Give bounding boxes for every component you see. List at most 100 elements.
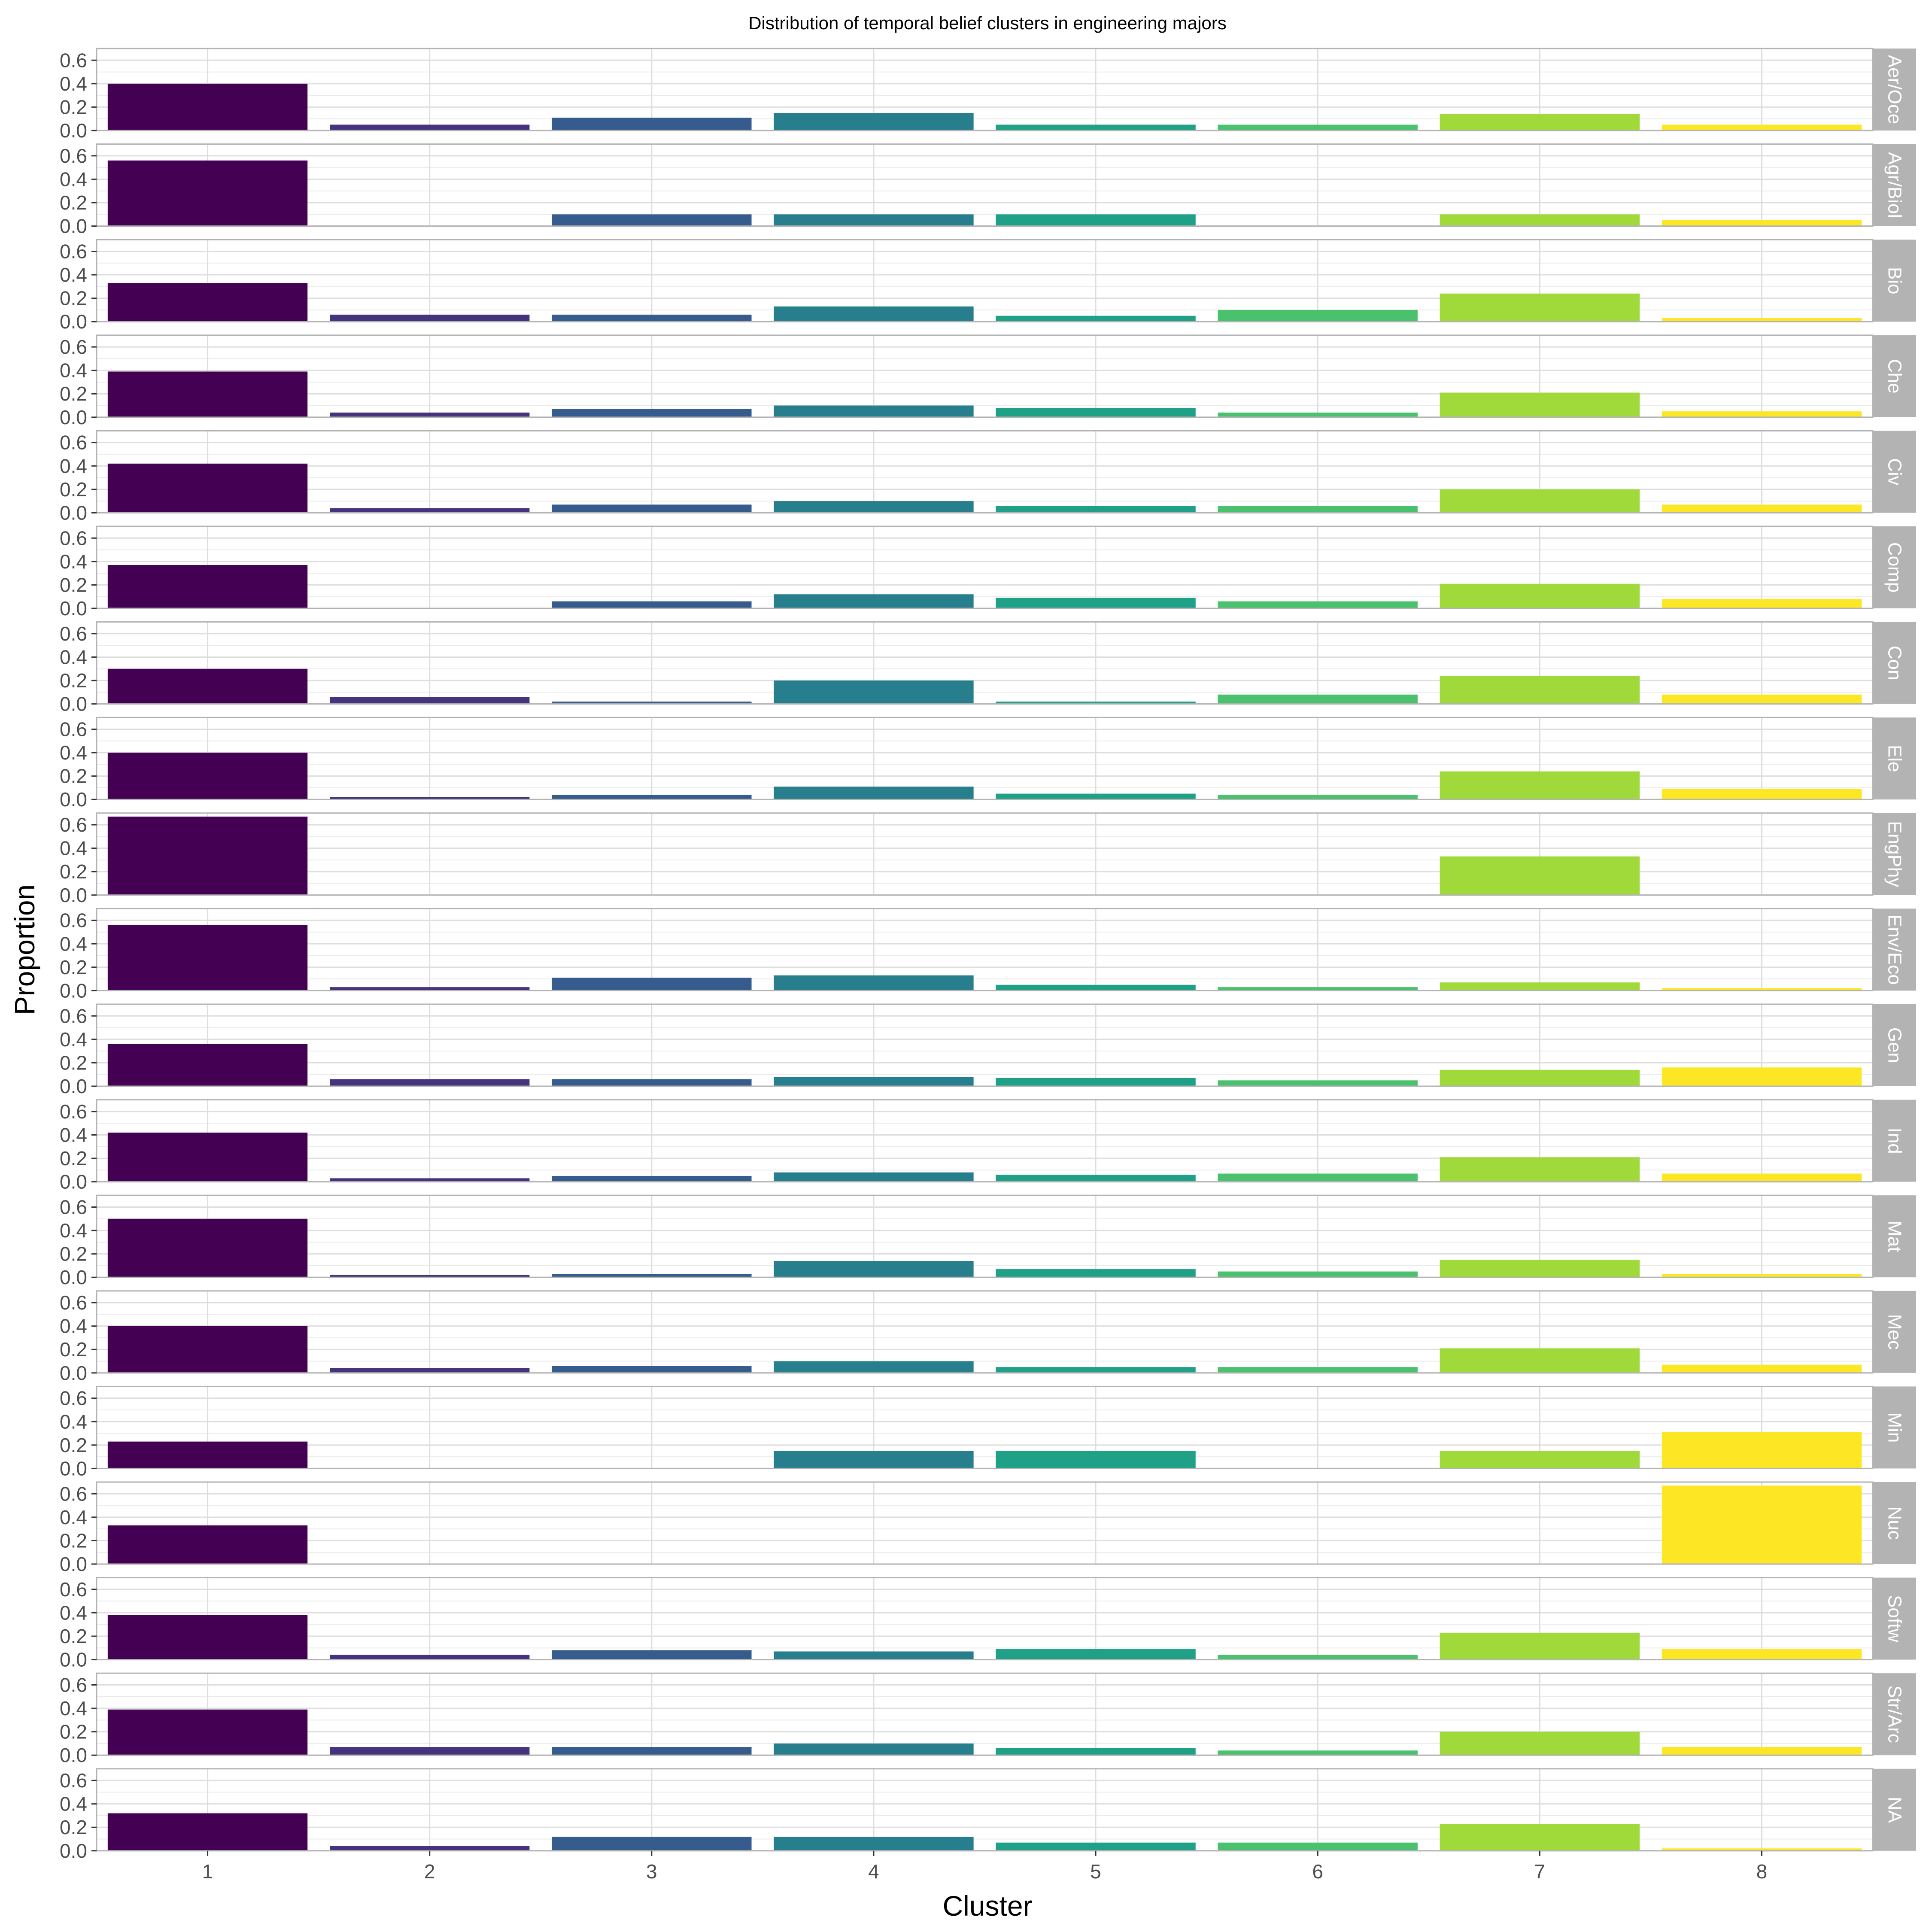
facet-panel: 0.00.20.40.6 Mec [60,1290,1916,1384]
bar [774,1451,974,1469]
bar [774,594,974,608]
bar [996,214,1196,226]
facet-strip [1873,1482,1916,1564]
x-tick-label: 5 [1090,1860,1101,1883]
bar [552,795,752,800]
facet-panel: 0.00.20.40.6 Mat [60,1194,1916,1288]
y-tick-label: 0.2 [60,1243,87,1265]
x-tick-label: 3 [646,1860,657,1883]
facet-panel: 0.00.20.40.6 Che [60,334,1916,428]
y-tick-label: 0.2 [60,860,87,883]
bar [774,405,974,417]
y-tick-label: 0.0 [60,884,87,906]
facet-panel: 0.00.20.40.6 Aer/Oce [60,48,1916,142]
bar [774,501,974,513]
bar [329,125,530,131]
bar [1440,982,1640,991]
y-tick-label: 0.6 [60,623,87,645]
y-tick-label: 0.4 [60,550,87,573]
y-tick-label: 0.6 [60,1674,87,1696]
bar [996,506,1196,513]
bar [1662,1067,1862,1086]
facet-strip [1873,1195,1916,1278]
panel-border [96,526,1874,609]
bar [1662,125,1862,131]
y-tick-label: 0.0 [60,1266,87,1288]
panel-border [96,143,1874,227]
bar [1440,214,1640,226]
bar [1440,1260,1640,1278]
bar [329,1079,530,1086]
bar [1440,583,1640,608]
bar [1440,489,1640,513]
facet-strip-label: Ind [1884,1128,1905,1154]
bar [552,601,752,608]
y-tick-label: 0.6 [60,145,87,167]
facet-strip [1873,813,1916,895]
bar [1218,795,1418,800]
bar [1218,1367,1418,1373]
bar [774,1651,974,1660]
facet-panel: 0.00.20.40.6 Agr/Biol [60,143,1916,237]
y-tick-label: 0.4 [60,455,87,477]
y-tick-label: 0.2 [60,956,87,978]
y-tick-label: 0.4 [60,837,87,860]
bar [552,1366,752,1373]
bar [329,987,530,991]
bar [1440,676,1640,704]
panel-border [96,1290,1874,1374]
facet-strip-label: Mat [1884,1221,1905,1252]
bar [1218,1271,1418,1278]
bar [996,598,1196,608]
bar [107,1133,308,1182]
x-axis-title: Cluster [942,1890,1032,1922]
bar [329,1275,530,1278]
bar [1662,318,1862,322]
facet-strip-label: NA [1884,1797,1905,1823]
bar [996,1175,1196,1182]
panel-background [97,908,1873,991]
bar [1218,1842,1418,1851]
facet-panel: 0.00.20.40.6 Con [60,621,1916,715]
facet-strip [1873,1004,1916,1086]
y-tick-label: 0.2 [60,96,87,118]
bar [996,702,1196,704]
panel-background [97,1482,1873,1564]
y-tick-label: 0.2 [60,1434,87,1456]
panel-border [96,812,1874,896]
facet-panel: 0.00.20.40.6 Civ [60,430,1916,524]
facet-strip [1873,144,1916,226]
bar [552,117,752,131]
y-tick-label: 0.4 [60,1124,87,1146]
bar [774,1837,974,1851]
y-tick-label: 0.6 [60,1005,87,1027]
bar [1662,220,1862,226]
x-tick-label: 6 [1312,1860,1323,1883]
bar [107,1709,308,1756]
y-tick-label: 0.4 [60,1601,87,1624]
bar [107,1813,308,1851]
bar [996,793,1196,800]
facet-strip [1873,622,1916,704]
bar [1440,856,1640,895]
y-tick-label: 0.2 [60,1529,87,1552]
facet-strip [1873,240,1916,322]
facet-strip-label: Aer/Oce [1884,55,1905,124]
bar [1218,601,1418,608]
bar [107,1218,308,1278]
y-tick-label: 0.2 [60,1338,87,1361]
bar [996,1748,1196,1756]
panel-border [96,1099,1874,1183]
bar [774,1361,974,1373]
y-tick-label: 0.0 [60,119,87,142]
bar [1440,1348,1640,1373]
y-tick-label: 0.6 [60,1100,87,1123]
facet-strip-label: Comp [1884,542,1905,592]
x-tick-label: 7 [1534,1860,1546,1883]
bar [996,316,1196,322]
bar [996,1451,1196,1469]
facet-strip-label: Str/Arc [1884,1685,1905,1743]
x-axis-ticks: 1 2 3 4 5 6 7 8 [202,1850,1767,1883]
y-tick-label: 0.4 [60,1028,87,1051]
bar [1440,1732,1640,1756]
